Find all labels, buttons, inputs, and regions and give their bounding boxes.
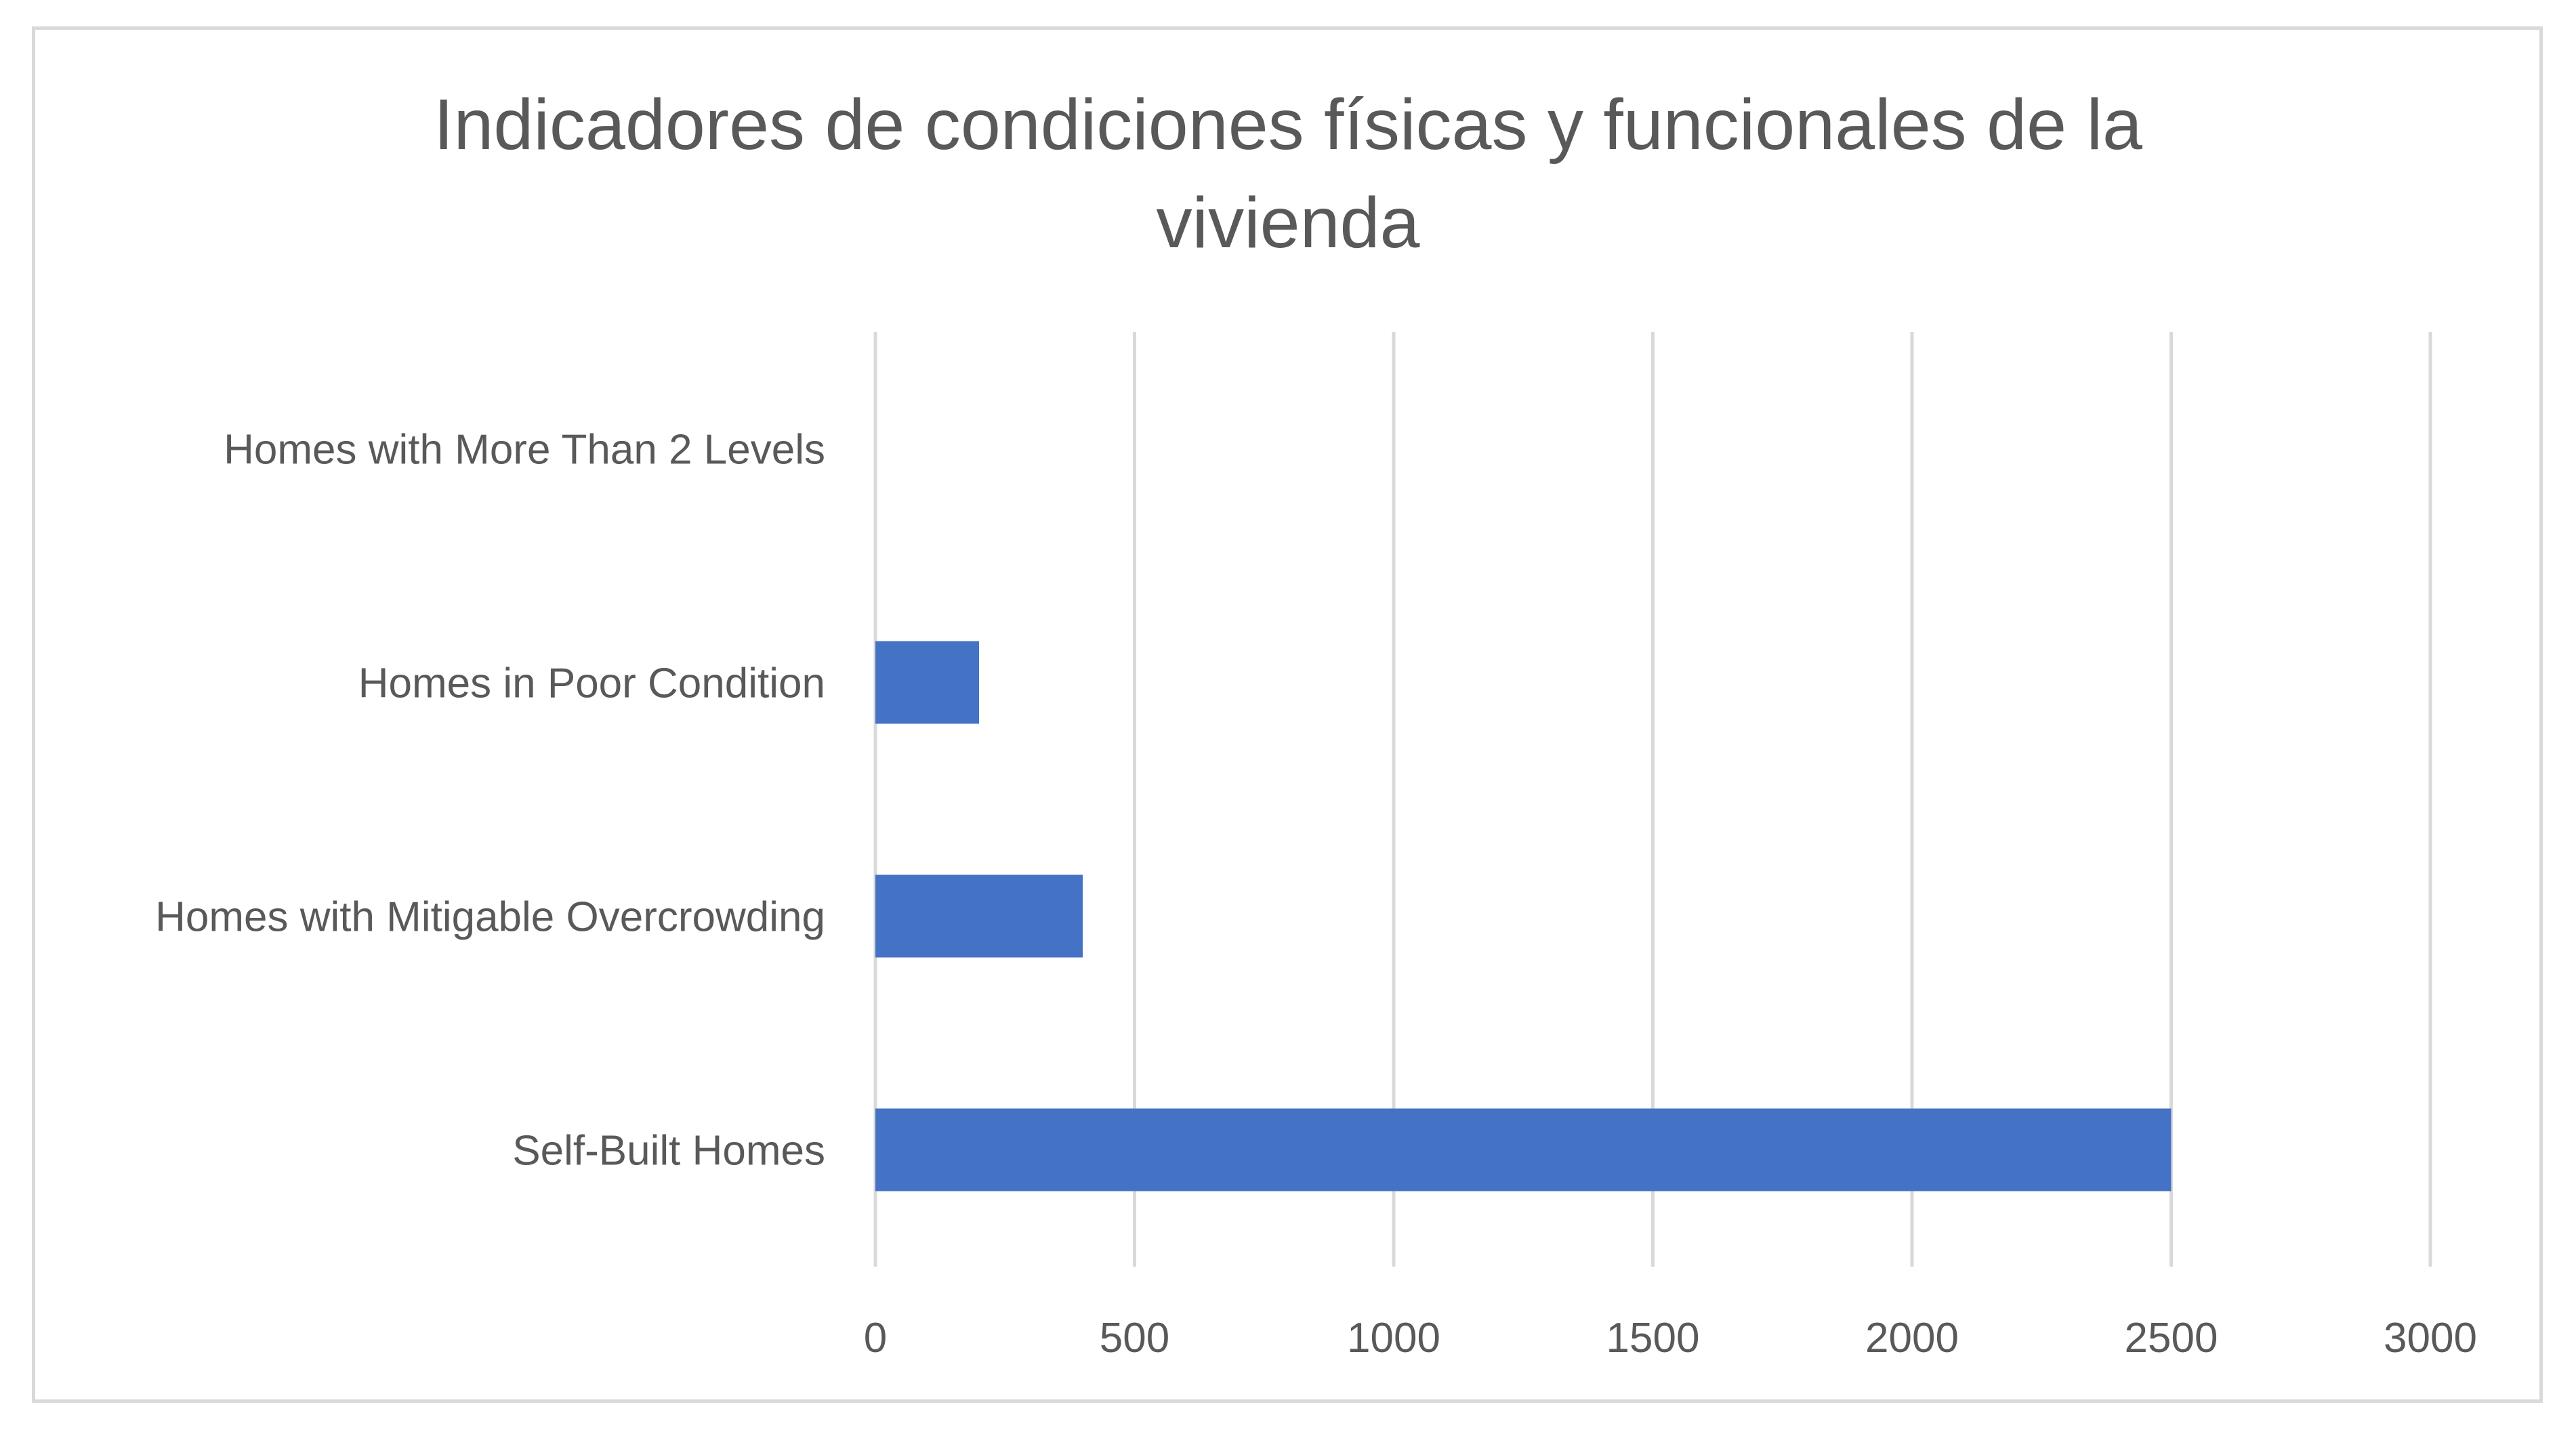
x-tick-label: 2500: [2125, 1315, 2218, 1361]
bars: [875, 641, 2172, 1191]
x-tick-label: 1000: [1347, 1315, 1440, 1361]
x-tick-label: 1500: [1606, 1315, 1700, 1361]
x-axis-tick-labels: 0 500 1000 1500 2000 2500 3000: [864, 1315, 2477, 1361]
bar-homes-in-poor-condition: [875, 641, 979, 724]
category-label: Self-Built Homes: [512, 1128, 825, 1175]
x-tick-label: 2000: [1865, 1315, 1959, 1361]
category-label: Homes with More Than 2 Levels: [224, 427, 825, 473]
chart-title-line-2: vivienda: [1156, 183, 1420, 263]
category-label: Homes with Mitigable Overcrowding: [155, 894, 825, 941]
category-labels: Self-Built Homes Homes with Mitigable Ove…: [155, 427, 825, 1175]
chart-title: Indicadores de condiciones físicas y fun…: [0, 76, 2576, 272]
bar-self-built-homes: [875, 1108, 2172, 1191]
x-tick-label: 3000: [2384, 1315, 2477, 1361]
x-tick-label: 0: [864, 1315, 887, 1361]
x-tick-label: 500: [1100, 1315, 1169, 1361]
bar-homes-with-mitigable-overcrowding: [875, 874, 1083, 958]
chart-title-line-1: Indicadores de condiciones físicas y fun…: [434, 85, 2142, 165]
category-label: Homes in Poor Condition: [358, 660, 825, 707]
